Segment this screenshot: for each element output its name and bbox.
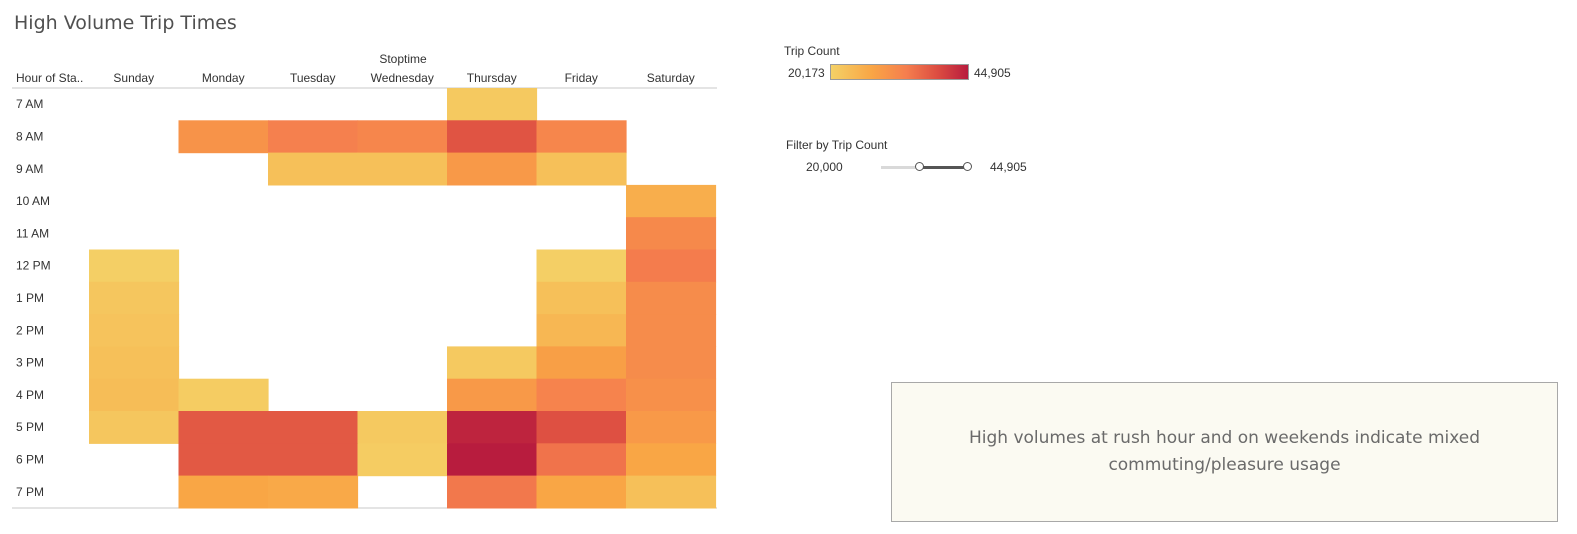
heatmap-cell[interactable] xyxy=(626,314,717,347)
annotation-text: High volumes at rush hour and on weekend… xyxy=(968,428,1481,475)
row-header-9-am: 9 AM xyxy=(16,162,43,176)
column-header-thursday: Thursday xyxy=(467,71,517,85)
heatmap-cell[interactable] xyxy=(536,443,627,477)
heatmap-cell[interactable] xyxy=(626,184,717,218)
row-header-2-pm: 2 PM xyxy=(16,323,44,337)
heatmap-cell[interactable] xyxy=(268,475,359,509)
legend-title: Trip Count xyxy=(784,44,840,58)
heatmap-cell[interactable] xyxy=(447,152,538,186)
heatmap-cell[interactable] xyxy=(447,346,538,380)
heatmap-cell[interactable] xyxy=(89,378,180,412)
heatmap-cell[interactable] xyxy=(447,120,538,154)
row-header-3-pm: 3 PM xyxy=(16,356,44,370)
heatmap-cell[interactable] xyxy=(89,314,180,347)
heatmap-cell[interactable] xyxy=(89,249,180,283)
legend-max-label: 44,905 xyxy=(974,66,1011,80)
row-header-4-pm: 4 PM xyxy=(16,388,44,402)
slider-max-handle[interactable] xyxy=(962,162,972,171)
column-header-wednesday: Wednesday xyxy=(371,71,434,85)
column-header-sunday: Sunday xyxy=(113,71,154,85)
column-header-monday: Monday xyxy=(202,71,245,85)
heatmap-cell[interactable] xyxy=(536,249,627,283)
filter-max-value[interactable]: 44,905 xyxy=(990,160,1027,174)
heatmap-cell[interactable] xyxy=(626,281,717,315)
heatmap-cell[interactable] xyxy=(268,120,359,154)
heatmap-cell[interactable] xyxy=(536,346,627,380)
heatmap-cell[interactable] xyxy=(626,346,717,380)
heatmap-cell[interactable] xyxy=(178,411,269,444)
heatmap-cell[interactable] xyxy=(178,120,269,154)
heatmap-cells xyxy=(89,88,717,509)
trip-heatmap: Stoptime Hour of Sta.. Sunday Monday Tuesd… xyxy=(12,52,717,509)
row-header-8-am: 8 AM xyxy=(16,129,43,143)
heatmap-cell[interactable] xyxy=(626,475,717,509)
heatmap-cell[interactable] xyxy=(536,281,627,315)
row-headers: 7 AM 8 AM 9 AM 10 AM 11 AM 12 PM 1 PM 2 PM 3 PM 4… xyxy=(16,97,51,499)
filter-title: Filter by Trip Count xyxy=(786,138,888,152)
heatmap-cell[interactable] xyxy=(357,152,448,186)
heatmap-cell[interactable] xyxy=(178,475,269,509)
column-header-saturday: Saturday xyxy=(647,71,695,85)
column-header-friday: Friday xyxy=(565,71,598,85)
heatmap-cell[interactable] xyxy=(268,443,359,477)
row-header-11-am: 11 AM xyxy=(16,226,49,240)
row-header-6-pm: 6 PM xyxy=(16,452,44,466)
heatmap-cell[interactable] xyxy=(626,249,717,283)
heatmap-cell[interactable] xyxy=(89,411,180,444)
legend-min-label: 20,173 xyxy=(788,66,825,80)
row-header-7-am: 7 AM xyxy=(16,97,43,111)
heatmap-cell[interactable] xyxy=(626,411,717,444)
heatmap-cell[interactable] xyxy=(89,346,180,380)
heatmap-cell[interactable] xyxy=(536,411,627,444)
heatmap-cell[interactable] xyxy=(626,217,717,251)
row-header-1-pm: 1 PM xyxy=(16,291,44,305)
column-header-tuesday: Tuesday xyxy=(290,71,336,85)
heatmap-cell[interactable] xyxy=(536,152,627,186)
heatmap-cell[interactable] xyxy=(89,281,180,315)
annotation-box: High volumes at rush hour and on weekend… xyxy=(891,382,1558,522)
heatmap-cell[interactable] xyxy=(268,411,359,444)
heatmap-cell[interactable] xyxy=(178,378,269,412)
row-header-label: Hour of Sta.. xyxy=(16,71,83,85)
heatmap-cell[interactable] xyxy=(447,443,538,477)
heatmap-cell[interactable] xyxy=(268,152,359,186)
heatmap-cell[interactable] xyxy=(357,443,448,477)
column-headers: Sunday Monday Tuesday Wednesday Thursday Frid… xyxy=(113,71,694,85)
dashboard-title: High Volume Trip Times xyxy=(14,12,237,34)
heatmap-cell[interactable] xyxy=(447,88,538,121)
row-header-5-pm: 5 PM xyxy=(16,420,44,434)
heatmap-cell[interactable] xyxy=(447,475,538,509)
heatmap-cell[interactable] xyxy=(536,314,627,347)
color-legend-bar xyxy=(830,64,969,80)
heatmap-cell[interactable] xyxy=(536,475,627,509)
slider-min-handle[interactable] xyxy=(914,162,924,171)
heatmap-cell[interactable] xyxy=(536,378,627,412)
row-header-12-pm: 12 PM xyxy=(16,259,51,273)
heatmap-cell[interactable] xyxy=(447,411,538,444)
heatmap-cell[interactable] xyxy=(447,378,538,412)
row-header-7-pm: 7 PM xyxy=(16,485,44,499)
slider-selected-range xyxy=(919,166,967,169)
trip-count-slider[interactable] xyxy=(881,162,972,171)
heatmap-cell[interactable] xyxy=(626,443,717,477)
heatmap-cell[interactable] xyxy=(536,120,627,154)
heatmap-cell[interactable] xyxy=(178,443,269,477)
heatmap-cell[interactable] xyxy=(357,120,448,154)
row-header-10-am: 10 AM xyxy=(16,194,50,208)
filter-min-value[interactable]: 20,000 xyxy=(806,160,843,174)
heatmap-cell[interactable] xyxy=(626,378,717,412)
heatmap-cell[interactable] xyxy=(357,411,448,444)
column-group-label: Stoptime xyxy=(379,52,427,66)
